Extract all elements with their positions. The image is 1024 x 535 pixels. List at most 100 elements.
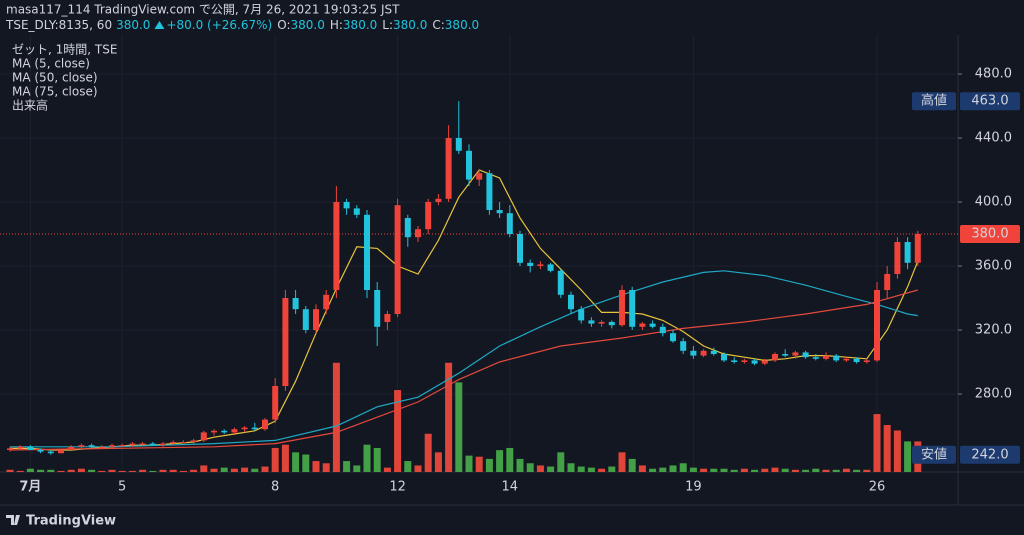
legend-entry: 出来高 — [12, 98, 48, 113]
volume-bar — [210, 468, 218, 472]
volume-bar — [720, 468, 728, 472]
price: 380.0 — [116, 18, 150, 32]
volume-bar — [506, 447, 514, 472]
volume-bar — [373, 447, 381, 472]
candle-body — [700, 350, 707, 356]
candle-body — [619, 290, 625, 326]
volume-bar — [312, 461, 320, 472]
field-label: H: — [330, 18, 343, 32]
candle-body — [221, 430, 228, 433]
candle-body — [588, 320, 595, 324]
x-tick-label: 19 — [685, 480, 702, 495]
volume-bar — [496, 450, 504, 472]
candle-body — [353, 208, 360, 215]
candle-body — [272, 386, 279, 420]
candle-body — [853, 358, 860, 362]
volume-bar — [853, 469, 861, 472]
candle-body — [27, 446, 34, 450]
volume-bar — [863, 469, 871, 472]
volume-bar — [812, 468, 820, 472]
volume-bar — [638, 465, 646, 472]
candle-body — [904, 242, 911, 263]
volume-bar — [200, 465, 208, 472]
candle-body — [578, 309, 585, 321]
candle-body — [415, 229, 421, 238]
candle-body — [37, 450, 44, 452]
annotation-box — [912, 92, 956, 111]
candle-body — [109, 445, 115, 447]
volume-bar — [241, 467, 249, 472]
volume-bar — [292, 452, 300, 472]
volume-bar — [434, 452, 442, 472]
volume-bar — [526, 463, 534, 472]
volume-bar — [557, 452, 565, 472]
candle-body — [761, 360, 768, 364]
volume-bar — [893, 430, 901, 472]
volume-bar — [190, 469, 198, 472]
candle-body — [170, 442, 177, 444]
candle-body — [476, 173, 483, 180]
candle-body — [629, 290, 636, 327]
x-tick-label: 26 — [869, 480, 886, 495]
field-value: 380.0 — [343, 18, 377, 32]
candle-body — [241, 427, 248, 430]
candle-body — [88, 445, 95, 447]
candle-body — [721, 354, 727, 361]
candle-body — [517, 234, 523, 263]
volume-bar — [149, 470, 157, 472]
volume-bar — [445, 362, 453, 472]
ma-line — [9, 289, 918, 451]
candle-body — [568, 294, 574, 310]
volume-bar — [822, 469, 830, 472]
candle-body — [78, 445, 85, 447]
field-label: L: — [382, 18, 393, 32]
volume-bar — [261, 466, 269, 472]
published-line: masa117_114 TradingView.com で公開, 7月 26, … — [6, 3, 400, 17]
candle-body — [323, 294, 330, 310]
y-tick-label: 360.0 — [975, 259, 1012, 274]
annotation-value: 242.0 — [971, 447, 1008, 462]
symbol: TSE_DLY:8135, 60 — [5, 18, 112, 32]
annotation-text: 安値 — [921, 446, 947, 462]
volume-bar — [57, 470, 65, 472]
candle-body — [598, 322, 605, 324]
candle-body — [313, 309, 319, 330]
volume-bar — [761, 468, 769, 472]
candle-body — [180, 442, 187, 443]
candle-body — [884, 274, 891, 290]
volume-bar — [414, 465, 422, 472]
candle-body — [496, 210, 503, 214]
volume-bar — [353, 465, 361, 472]
candle-body — [792, 352, 799, 356]
field-label: C: — [432, 18, 444, 32]
candle-body — [160, 443, 166, 446]
volume-bar — [281, 444, 289, 472]
candle-body — [149, 443, 156, 446]
candle-body — [527, 262, 534, 266]
candle-body — [812, 357, 819, 359]
x-tick-label: 5 — [118, 480, 126, 495]
candle-body — [914, 234, 921, 263]
x-tick-label: 8 — [271, 480, 279, 495]
candle-body — [649, 323, 656, 327]
candle-body — [364, 214, 370, 290]
volume-bar — [873, 414, 881, 472]
candle-body — [751, 360, 758, 364]
volume-bar — [547, 466, 555, 472]
logo: TradingView — [6, 514, 116, 529]
volume-bar — [251, 468, 259, 472]
volume-bar — [659, 467, 667, 472]
x-tick-label: 12 — [389, 480, 406, 495]
field-label: O: — [277, 18, 290, 32]
volume-bar — [832, 469, 840, 472]
candle-body — [874, 290, 880, 361]
candle-body — [282, 298, 289, 386]
candle-body — [802, 352, 809, 358]
volume-bar — [883, 425, 891, 472]
volume-bar — [791, 469, 799, 472]
volume-bar — [679, 463, 687, 472]
volume-bar — [567, 463, 575, 472]
annotation-text: 高値 — [921, 93, 947, 109]
volume-bar — [802, 469, 810, 472]
